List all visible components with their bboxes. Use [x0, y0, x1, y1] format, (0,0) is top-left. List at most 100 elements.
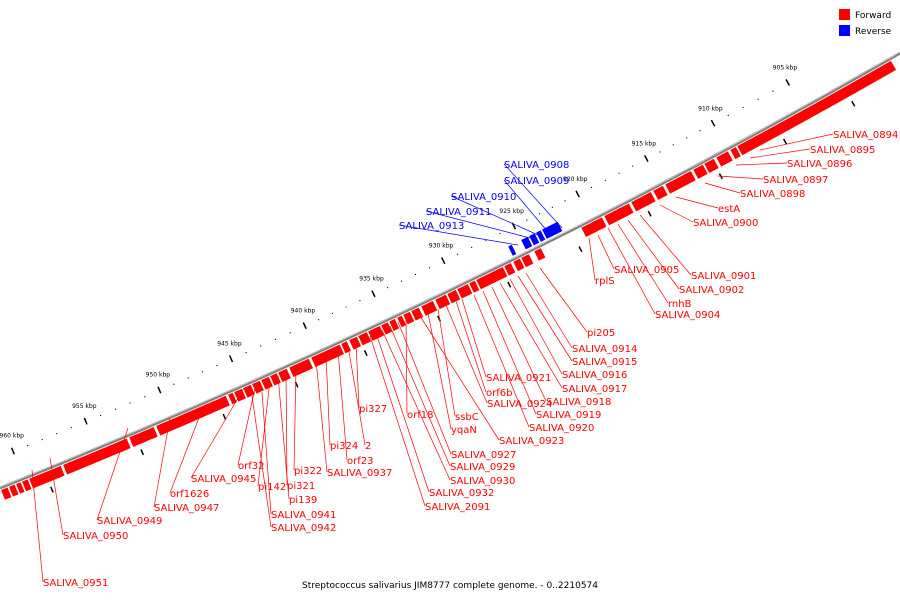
forward-gene-block[interactable] — [128, 426, 159, 448]
forward-gene-block[interactable] — [8, 483, 20, 498]
gene-label[interactable]: SALIVA_0908 — [504, 160, 569, 171]
gene-label[interactable]: SALIVA_0950 — [63, 531, 128, 542]
gene-label[interactable]: SALIVA_0898 — [740, 189, 805, 200]
gene-label[interactable]: SALIVA_0930 — [450, 476, 515, 487]
gene-label[interactable]: pi322 — [294, 466, 322, 477]
gene-label[interactable]: SALIVA_0901 — [691, 271, 756, 282]
forward-gene-block[interactable] — [603, 202, 635, 227]
forward-gene-block[interactable] — [15, 481, 26, 495]
forward-gene-block[interactable] — [580, 216, 608, 238]
gene-label[interactable]: SALIVA_0921 — [486, 373, 551, 384]
forward-gene-block[interactable] — [388, 318, 400, 332]
gene-label[interactable]: SALIVA_0894 — [833, 130, 898, 141]
gene-label[interactable]: pi205 — [587, 328, 615, 339]
gene-label[interactable]: SALIVA_0913 — [399, 221, 464, 232]
forward-gene-block[interactable] — [503, 262, 517, 277]
forward-gene-block[interactable] — [715, 150, 734, 168]
forward-gene-block[interactable] — [664, 170, 697, 195]
gene-label[interactable]: SALIVA_0919 — [536, 410, 601, 421]
gene-label[interactable]: rplS — [595, 276, 615, 287]
gene-label[interactable]: 2 — [365, 441, 371, 452]
forward-gene-block[interactable] — [729, 146, 742, 160]
forward-gene-block[interactable] — [21, 478, 33, 492]
forward-gene-block[interactable] — [260, 376, 274, 391]
reverse-gene-block[interactable] — [535, 229, 547, 243]
gene-label[interactable]: SALIVA_0945 — [191, 474, 256, 485]
forward-gene-block[interactable] — [692, 163, 709, 180]
gene-label[interactable]: orf32 — [238, 461, 264, 472]
forward-gene-block[interactable] — [155, 395, 231, 437]
forward-gene-block[interactable] — [251, 380, 265, 395]
gene-label[interactable]: SALIVA_0918 — [546, 397, 611, 408]
forward-gene-block[interactable] — [62, 437, 132, 476]
gene-label[interactable]: SALIVA_0910 — [451, 192, 516, 203]
gene-label[interactable]: orf23 — [347, 456, 373, 467]
gene-label[interactable]: SALIVA_0920 — [529, 423, 594, 434]
gene-label[interactable]: SALIVA_0914 — [572, 344, 637, 355]
forward-gene-block[interactable] — [652, 185, 669, 201]
forward-gene-block[interactable] — [402, 311, 416, 326]
gene-label[interactable]: SALIVA_0917 — [562, 384, 627, 395]
forward-gene-block[interactable] — [468, 279, 481, 294]
gene-label[interactable]: SALIVA_0900 — [693, 218, 758, 229]
forward-gene-block[interactable] — [703, 158, 720, 174]
reverse-gene-block[interactable] — [528, 232, 541, 247]
forward-gene-block[interactable] — [520, 253, 535, 269]
gene-label[interactable]: pi327 — [359, 404, 387, 415]
gene-label[interactable]: SALIVA_0942 — [271, 523, 336, 534]
gene-label[interactable]: pi142 — [258, 482, 286, 493]
gene-label[interactable]: SALIVA_0927 — [451, 450, 516, 461]
gene-label[interactable]: SALIVA_0949 — [97, 516, 162, 527]
gene-label[interactable]: SALIVA_0947 — [154, 503, 219, 514]
gene-label[interactable]: SALIVA_0951 — [43, 578, 108, 589]
gene-label[interactable]: SALIVA_0932 — [429, 488, 494, 499]
forward-gene-block[interactable] — [434, 293, 451, 310]
gene-label[interactable]: orf6b — [486, 388, 512, 399]
gene-label[interactable]: SALIVA_0923 — [499, 436, 564, 447]
gene-label[interactable]: SALIVA_0915 — [572, 357, 637, 368]
gene-label[interactable]: SALIVA_0895 — [810, 145, 875, 156]
gene-label[interactable]: SALIVA_0929 — [450, 462, 515, 473]
reverse-gene-block[interactable] — [520, 235, 534, 251]
gene-label[interactable]: orf1626 — [170, 489, 209, 500]
gene-label[interactable]: pi321 — [287, 481, 315, 492]
forward-gene-block[interactable] — [0, 486, 13, 501]
forward-gene-block[interactable] — [348, 335, 362, 351]
forward-gene-block[interactable] — [736, 60, 897, 157]
gene-label[interactable]: rnhB — [668, 299, 692, 310]
gene-label[interactable]: SALIVA_0941 — [271, 510, 336, 521]
forward-gene-block[interactable] — [456, 283, 474, 300]
gene-label[interactable]: SALIVA_0909 — [504, 176, 569, 187]
gene-label[interactable]: orf18 — [407, 410, 433, 421]
gene-label[interactable]: SALIVA_0911 — [426, 207, 491, 218]
gene-label[interactable]: SALIVA_0896 — [787, 159, 852, 170]
forward-gene-block[interactable] — [28, 465, 66, 490]
gene-label[interactable]: SALIVA_0902 — [679, 285, 744, 296]
reverse-gene-block[interactable] — [541, 220, 564, 240]
forward-gene-block[interactable] — [242, 384, 256, 399]
forward-gene-block[interactable] — [410, 306, 424, 322]
gene-label[interactable]: pi139 — [289, 495, 317, 506]
gene-label[interactable]: estA — [718, 204, 740, 215]
reverse-gene-block[interactable] — [507, 243, 518, 257]
forward-gene-block[interactable] — [512, 257, 526, 272]
forward-gene-block[interactable] — [227, 392, 238, 405]
forward-gene-block[interactable] — [310, 343, 345, 368]
gene-label[interactable]: SALIVA_0897 — [763, 175, 828, 186]
gene-label[interactable]: pi324 — [330, 441, 358, 452]
gene-label[interactable]: SALIVA_0937 — [327, 468, 392, 479]
forward-gene-block[interactable] — [277, 367, 292, 383]
gene-label[interactable]: SALIVA_0904 — [655, 310, 720, 321]
gene-label[interactable]: SALIVA_0916 — [562, 370, 627, 381]
forward-gene-block[interactable] — [630, 191, 657, 213]
gene-label[interactable]: SALIVA_0924 — [487, 399, 552, 410]
gene-label[interactable]: ssbC — [455, 412, 479, 423]
forward-gene-block[interactable] — [533, 247, 547, 262]
gene-label[interactable]: SALIVA_2091 — [425, 502, 490, 513]
forward-gene-block[interactable] — [288, 357, 314, 378]
gene-label[interactable]: SALIVA_0905 — [614, 265, 679, 276]
forward-gene-block[interactable] — [446, 289, 462, 305]
gene-label[interactable]: yqaN — [451, 425, 477, 436]
forward-gene-block[interactable] — [475, 266, 509, 291]
forward-gene-block[interactable] — [396, 314, 407, 328]
